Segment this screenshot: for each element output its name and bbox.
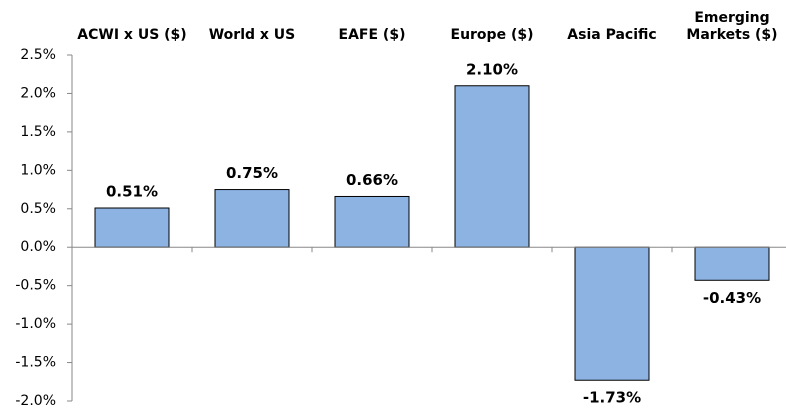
category-label: Emerging Markets ($)	[686, 10, 778, 43]
y-tick-label: 2.0%	[20, 85, 56, 101]
bar	[694, 246, 770, 281]
y-tick-label: -1.5%	[15, 355, 56, 371]
y-tick-label: 2.5%	[20, 47, 56, 63]
bar	[454, 85, 530, 248]
y-tick-label: -0.5%	[15, 278, 56, 294]
value-label: 0.66%	[346, 171, 398, 189]
category-label: Europe ($)	[450, 27, 534, 43]
value-label: 2.10%	[466, 60, 518, 78]
category-label: ACWI x US ($)	[77, 27, 187, 43]
category-label: World x US	[208, 27, 296, 43]
value-label: 0.51%	[106, 183, 158, 201]
y-tick-label: -2.0%	[15, 393, 56, 409]
y-tick-label: 0.5%	[20, 201, 56, 217]
bar	[574, 246, 650, 381]
value-label: -1.73%	[583, 389, 641, 407]
value-label: 0.75%	[226, 164, 278, 182]
y-tick-label: 0.0%	[20, 239, 56, 255]
bar	[94, 207, 170, 248]
category-label: Asia Pacific	[567, 27, 657, 43]
y-tick-label: 1.0%	[20, 162, 56, 178]
y-tick-label: 1.5%	[20, 124, 56, 140]
value-label: -0.43%	[703, 289, 761, 307]
y-tick-label: -1.0%	[15, 316, 56, 332]
bar	[334, 195, 410, 248]
category-label: EAFE ($)	[338, 27, 406, 43]
bar	[214, 189, 290, 248]
